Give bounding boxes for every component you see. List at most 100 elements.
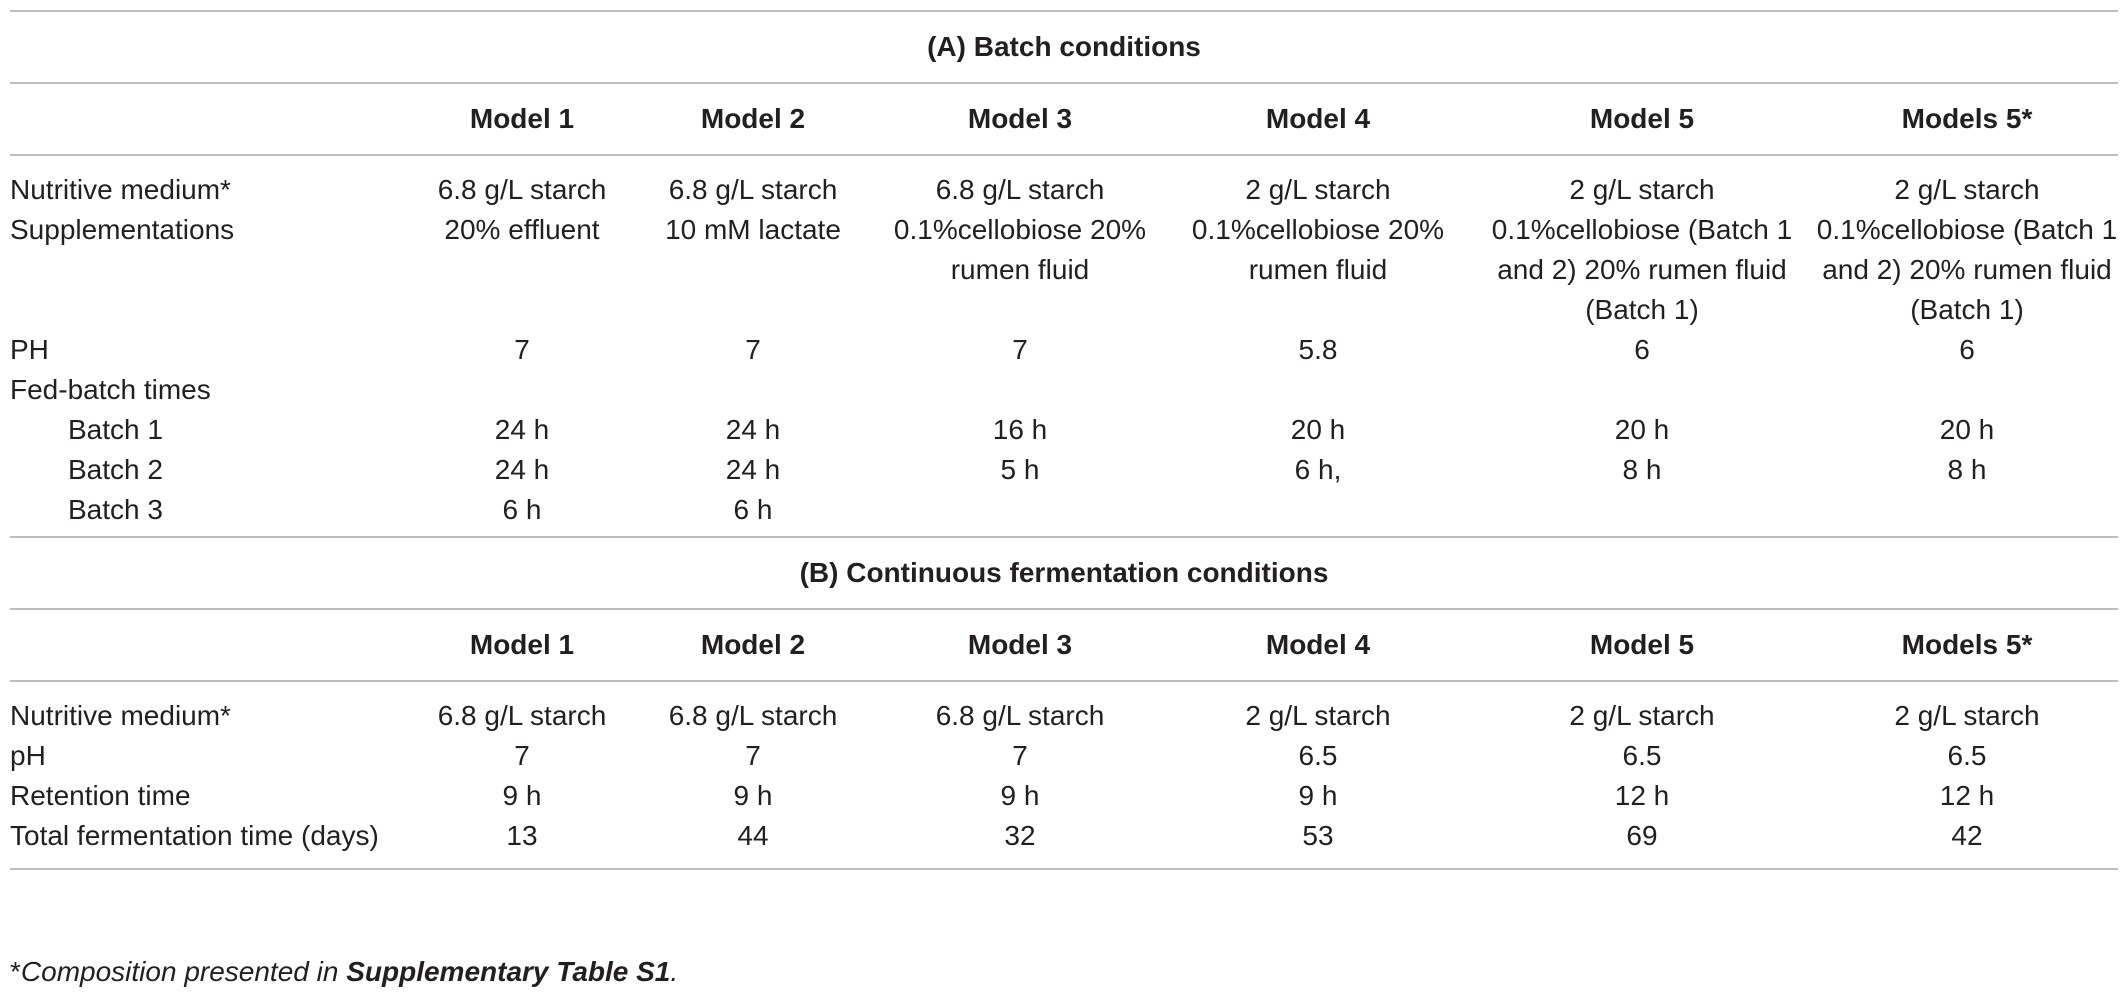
table-row: Nutritive medium* 6.8 g/L starch 6.8 g/L s… <box>10 155 2118 210</box>
table-cell: 7 <box>1012 334 1028 365</box>
table-cell: 0.1%cellobiose 20% rumen fluid <box>893 214 1147 285</box>
table-row: Fed-batch times <box>10 370 2118 410</box>
table-cell: 6.5 <box>1947 740 1987 771</box>
table-cell: 20 h <box>1290 414 1346 445</box>
table-cell: 6 h <box>502 494 542 525</box>
table-cell: 9 h <box>733 780 773 811</box>
header-row: Model 1 Model 2 Model 3 Model 4 Model 5 Model… <box>10 83 2118 156</box>
row-label: Batch 2 <box>68 454 163 485</box>
table-cell: 6.8 g/L starch <box>935 174 1105 205</box>
table-row: Batch 3 6 h 6 h <box>10 490 2118 537</box>
table-cell: 20 h <box>1939 414 1995 445</box>
table-cell: 20 h <box>1614 414 1670 445</box>
row-label: Batch 3 <box>68 494 163 525</box>
table-row: PH 7 7 7 5.8 6 6 <box>10 330 2118 370</box>
table-cell: 0.1%cellobiose 20% rumen fluid <box>1191 214 1445 285</box>
table-cell <box>872 490 1168 537</box>
footnote-text: Composition presented in <box>20 956 347 987</box>
column-header: Model 5 <box>1468 609 1816 682</box>
table-cell <box>1168 370 1468 410</box>
table-cell: 7 <box>1012 740 1028 771</box>
table-cell: 2 g/L starch <box>1569 174 1715 205</box>
table-row: Retention time 9 h 9 h 9 h 9 h 12 h 12 h <box>10 776 2118 816</box>
section-title: (A) Batch conditions <box>10 10 2118 84</box>
table-cell: 6.5 <box>1298 740 1338 771</box>
footnote-end: . <box>670 956 679 987</box>
table-cell: 69 <box>1468 816 1816 870</box>
table-cell: 7 <box>514 740 530 771</box>
table-cell: 2 g/L starch <box>1894 174 2040 205</box>
section-title: (B) Continuous fermentation conditions <box>10 536 2118 610</box>
table-cell: 8 h <box>1947 454 1987 485</box>
table-cell: 24 h <box>725 454 781 485</box>
column-header: Model 2 <box>634 83 872 156</box>
table-cell: 6.8 g/L starch <box>668 174 838 205</box>
column-header: Model 1 <box>410 83 634 156</box>
table-cell: 6.8 g/L starch <box>437 174 607 205</box>
table-cell <box>634 370 872 410</box>
table-cell: 2 g/L starch <box>1245 174 1391 205</box>
table-cell: 9 h <box>1298 780 1338 811</box>
row-label: pH <box>10 740 46 771</box>
table-cell: 16 h <box>992 414 1048 445</box>
table-cell: 2 g/L starch <box>1245 700 1391 731</box>
table-cell: 9 h <box>1000 780 1040 811</box>
footnote-marker: * <box>10 956 21 987</box>
table-cell <box>1816 370 2118 410</box>
row-label: Total fermentation time (days) <box>10 816 410 870</box>
column-header: Model 4 <box>1168 609 1468 682</box>
table-cell <box>1816 490 2118 537</box>
header-row: Model 1 Model 2 Model 3 Model 4 Model 5 Model… <box>10 609 2118 682</box>
row-label: Supplementations <box>10 214 235 245</box>
table-cell: 2 g/L starch <box>1894 700 2040 731</box>
column-header: Model 4 <box>1168 83 1468 156</box>
table-cell: 6 <box>1634 334 1650 365</box>
table-cell: 9 h <box>502 780 542 811</box>
table-cell: 44 <box>634 816 872 870</box>
table-cell: 13 <box>410 816 634 870</box>
table-cell: 20% effluent <box>444 214 600 245</box>
table-cell: 8 h <box>1622 454 1662 485</box>
table-cell: 7 <box>745 740 761 771</box>
table-cell: 6.8 g/L starch <box>935 700 1105 731</box>
table-cell: 7 <box>745 334 761 365</box>
row-label: Fed-batch times <box>10 374 211 405</box>
table-cell: 6 h <box>733 494 773 525</box>
table-cell: 42 <box>1816 816 2118 870</box>
table-cell: 53 <box>1168 816 1468 870</box>
row-label: PH <box>10 334 49 365</box>
table-cell: 0.1%cellobiose (Batch 1 and 2) 20% rumen… <box>1491 214 1793 325</box>
table-cell: 12 h <box>1614 780 1670 811</box>
column-header: Model 5 <box>1468 83 1816 156</box>
table-cell: 6.8 g/L starch <box>437 700 607 731</box>
column-header: Model 3 <box>872 609 1168 682</box>
table-cell: 24 h <box>725 414 781 445</box>
table-cell: 0.1%cellobiose (Batch 1 and 2) 20% rumen… <box>1816 214 2118 325</box>
table-cell <box>1468 490 1816 537</box>
table-cell: 5.8 <box>1298 334 1338 365</box>
footnote-reference: Supplementary Table S1 <box>346 956 671 987</box>
table-cell: 24 h <box>494 414 550 445</box>
table-cell <box>410 370 634 410</box>
table-cell: 2 g/L starch <box>1569 700 1715 731</box>
table-row: pH 7 7 7 6.5 6.5 6.5 <box>10 736 2118 776</box>
column-header: Models 5* <box>1816 609 2118 682</box>
table-footnote: *Composition presented in Supplementary … <box>10 952 678 992</box>
table-cell <box>1168 490 1468 537</box>
row-label: Batch 1 <box>68 414 163 445</box>
table-cell: 5 h <box>1000 454 1040 485</box>
table-row: Batch 1 24 h 24 h 16 h 20 h 20 h 20 h <box>10 410 2118 450</box>
table-cell: 6 <box>1959 334 1975 365</box>
table-cell: 32 <box>872 816 1168 870</box>
table-row: Batch 2 24 h 24 h 5 h 6 h, 8 h 8 h <box>10 450 2118 490</box>
row-label: Nutritive medium* <box>10 700 231 731</box>
section-b-title-row: (B) Continuous fermentation conditions <box>10 536 2118 610</box>
table-cell: 10 mM lactate <box>665 214 841 245</box>
table-cell: 6 h, <box>1294 454 1342 485</box>
row-label: Nutritive medium* <box>10 174 231 205</box>
header-blank <box>10 609 410 682</box>
column-header: Model 1 <box>410 609 634 682</box>
column-header: Model 2 <box>634 609 872 682</box>
table-cell: 6.5 <box>1622 740 1662 771</box>
